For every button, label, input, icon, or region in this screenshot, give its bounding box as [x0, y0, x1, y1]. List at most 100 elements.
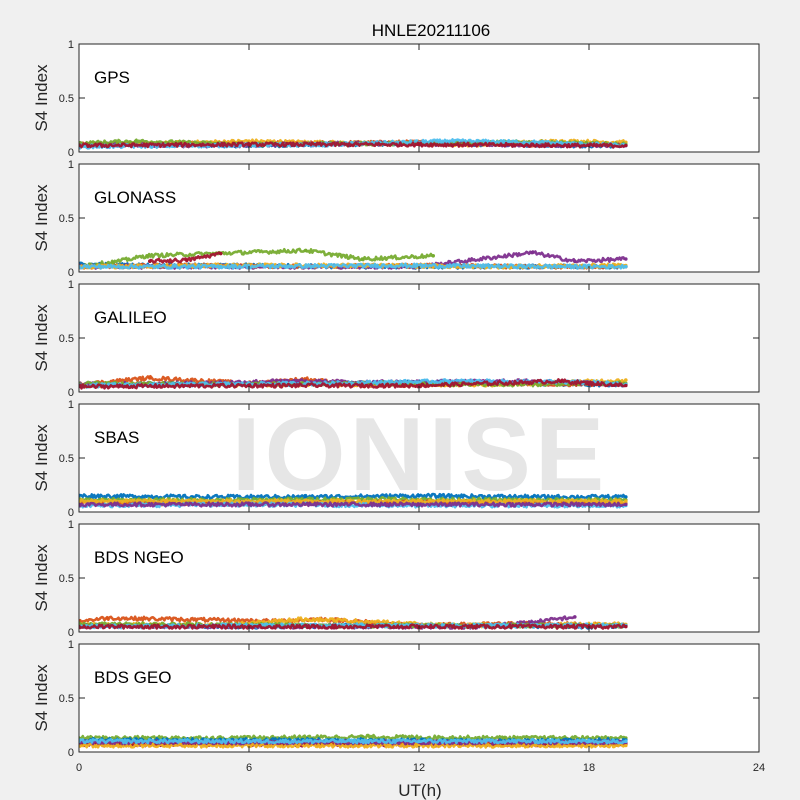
data-point — [133, 139, 138, 143]
panel-label: BDS GEO — [94, 668, 171, 687]
y-tick-label: 0 — [68, 387, 74, 399]
panel-series-group — [79, 615, 628, 630]
series-2 — [79, 247, 436, 269]
y-tick-label: 1 — [68, 639, 74, 651]
y-tick-label: 0 — [68, 627, 74, 639]
series-4-trace — [79, 742, 626, 749]
y-tick-label: 1 — [68, 399, 74, 411]
data-point — [558, 379, 563, 384]
data-point — [624, 264, 628, 269]
y-axis-label: S4 Index — [32, 304, 51, 372]
data-point — [247, 739, 251, 743]
y-axis-label: S4 Index — [32, 664, 51, 732]
series-6-trace — [79, 378, 625, 390]
panel-axes-background — [79, 524, 759, 632]
panel-axes-background — [79, 44, 759, 152]
y-tick-label: 0 — [68, 267, 74, 279]
data-point — [558, 264, 563, 269]
data-point — [624, 495, 628, 499]
x-tick-label: 0 — [76, 762, 82, 774]
y-tick-label: 0 — [68, 507, 74, 519]
y-tick-label: 0 — [68, 747, 74, 759]
panel-label: GLONASS — [94, 188, 176, 207]
panel-axes-background — [79, 164, 759, 272]
data-point — [530, 250, 535, 255]
data-point — [417, 383, 421, 388]
panels-group: 0 0.5 1 GPS S4 Index 0 0.5 1 GLONASS S4 Index 0 0.5… — [32, 39, 760, 759]
data-point — [587, 143, 591, 148]
data-point — [417, 494, 421, 498]
data-point — [624, 502, 628, 507]
y-tick-label: 1 — [68, 279, 74, 291]
x-tick-label: 12 — [413, 762, 425, 774]
data-point — [148, 259, 152, 264]
panel-series-group — [79, 374, 628, 390]
series-6-trace — [79, 738, 626, 745]
panel-1: 0 0.5 1 GLONASS S4 Index — [32, 159, 760, 279]
panel-series-group — [79, 492, 628, 509]
data-point — [111, 260, 115, 265]
data-point — [624, 383, 628, 388]
x-tick-label: 18 — [583, 762, 595, 774]
data-point — [624, 378, 628, 382]
data-point — [417, 142, 421, 147]
data-point — [145, 254, 149, 258]
data-point — [303, 495, 308, 499]
watermark-text: IONISE — [232, 397, 609, 513]
data-point — [624, 739, 628, 743]
y-axis-label: S4 Index — [32, 64, 51, 132]
data-point — [332, 618, 336, 622]
y-tick-label: 1 — [68, 39, 74, 51]
series-3-trace — [79, 498, 625, 505]
data-point — [624, 624, 628, 629]
y-tick-label: 0.5 — [59, 333, 74, 345]
figure-title: HNLE20211106 — [372, 21, 490, 40]
y-tick-label: 0.5 — [59, 93, 74, 105]
series-5 — [79, 501, 628, 508]
series-5-trace — [79, 501, 625, 508]
series-4 — [148, 251, 223, 264]
data-point — [417, 739, 421, 743]
panel-0: 0 0.5 1 GPS S4 Index — [32, 39, 760, 159]
data-point — [587, 499, 591, 504]
series-6 — [79, 262, 628, 270]
data-point — [360, 257, 365, 261]
data-point — [218, 264, 223, 269]
data-point — [431, 254, 436, 258]
x-tick-label: 24 — [753, 762, 765, 774]
panel-series-group — [79, 733, 628, 749]
data-point — [388, 263, 393, 268]
data-point — [573, 615, 577, 619]
panel-4: 0 0.5 1 BDS NGEO S4 Index — [32, 519, 760, 639]
panel-series-group — [79, 247, 628, 270]
series-6-trace — [79, 623, 626, 630]
data-point — [573, 259, 577, 264]
panel-3: 0 0.5 1 SBAS S4 Index — [32, 399, 760, 519]
data-point — [247, 383, 251, 388]
series-6-trace — [79, 262, 626, 270]
y-tick-label: 1 — [68, 159, 74, 171]
data-point — [624, 743, 628, 748]
data-point — [218, 251, 223, 256]
data-point — [502, 736, 506, 740]
data-point — [624, 499, 628, 504]
data-point — [184, 258, 189, 262]
y-tick-label: 0.5 — [59, 213, 74, 225]
data-point — [303, 617, 308, 621]
series-6 — [79, 378, 628, 390]
data-point — [148, 376, 152, 380]
data-point — [587, 502, 591, 507]
series-6-trace — [79, 141, 625, 149]
data-point — [105, 616, 110, 620]
y-axis-label: S4 Index — [32, 184, 51, 252]
y-tick-label: 0.5 — [59, 453, 74, 465]
panel-axes-background — [79, 284, 759, 392]
data-point — [247, 743, 251, 748]
y-tick-label: 1 — [68, 519, 74, 531]
data-point — [587, 739, 591, 743]
y-tick-label: 0 — [68, 147, 74, 159]
data-point — [624, 143, 628, 148]
data-point — [624, 257, 628, 261]
series-4-trace — [149, 251, 221, 264]
y-tick-label: 0.5 — [59, 693, 74, 705]
